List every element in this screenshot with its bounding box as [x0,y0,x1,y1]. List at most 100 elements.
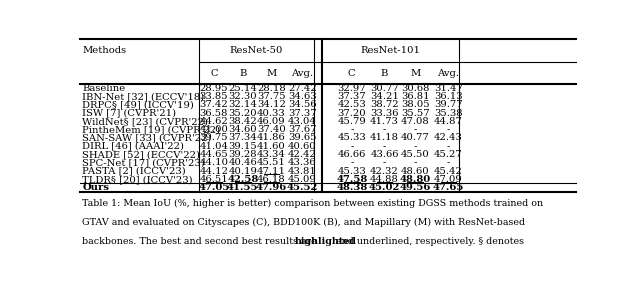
Text: 35.38: 35.38 [434,109,463,118]
Text: 46.66: 46.66 [338,150,366,159]
Text: 42.58: 42.58 [227,175,259,184]
Text: 43.34: 43.34 [257,150,286,159]
Text: WildNet§ [23] (CVPR'22): WildNet§ [23] (CVPR'22) [83,117,209,126]
Text: 40.33: 40.33 [257,109,286,118]
Text: highlighted: highlighted [295,237,356,246]
Text: 41.86: 41.86 [257,134,286,143]
Text: 42.43: 42.43 [434,134,463,143]
Text: 47.58: 47.58 [336,175,367,184]
Text: -: - [383,125,386,134]
Text: IBN-Net [32] (ECCV'18): IBN-Net [32] (ECCV'18) [83,92,205,101]
Text: 42.32: 42.32 [370,166,399,175]
Text: 38.05: 38.05 [401,100,429,109]
Text: 48.38: 48.38 [336,183,367,192]
Text: Methods: Methods [83,46,127,55]
Text: 34.21: 34.21 [370,92,399,101]
Text: SAN-SAW [33] (CVPR'22): SAN-SAW [33] (CVPR'22) [83,134,212,143]
Text: 41.00: 41.00 [200,125,228,134]
Text: -: - [447,142,450,151]
Text: DRPC§ [49] (ICCV'19): DRPC§ [49] (ICCV'19) [83,100,195,109]
Text: ISW [7] (CVPR'21): ISW [7] (CVPR'21) [83,109,177,118]
Text: 28.95: 28.95 [200,84,228,93]
Text: 45.09: 45.09 [288,175,317,184]
Text: 45.02: 45.02 [369,183,400,192]
Text: 31.47: 31.47 [434,84,463,93]
Text: 37.40: 37.40 [257,125,286,134]
Text: 40.46: 40.46 [228,158,257,167]
Text: 44.10: 44.10 [200,158,228,167]
Text: 30.68: 30.68 [401,84,429,93]
Text: 34.63: 34.63 [288,92,317,101]
Text: 46.09: 46.09 [257,117,286,126]
Text: 44.12: 44.12 [200,166,228,175]
Text: -: - [350,158,353,167]
Text: 34.56: 34.56 [288,100,317,109]
Text: 39.75: 39.75 [200,134,228,143]
Text: 36.81: 36.81 [401,92,429,101]
Text: 37.37: 37.37 [288,109,317,118]
Text: 39.15: 39.15 [228,142,257,151]
Text: 40.77: 40.77 [401,134,429,143]
Text: 33.85: 33.85 [200,92,228,101]
Text: 41.60: 41.60 [257,142,286,151]
Text: -: - [413,142,417,151]
Text: 44.65: 44.65 [200,150,228,159]
Text: DIRL [46] (AAAI'22): DIRL [46] (AAAI'22) [83,142,184,151]
Text: 32.97: 32.97 [337,84,366,93]
Text: 35.57: 35.57 [401,109,429,118]
Text: -: - [447,125,450,134]
Text: 48.60: 48.60 [401,166,429,175]
Text: -: - [413,125,417,134]
Text: 43.36: 43.36 [288,158,317,167]
Text: B: B [239,68,246,77]
Text: SPC-Net [17] (CVPR'23): SPC-Net [17] (CVPR'23) [83,158,205,167]
Text: 39.77: 39.77 [434,100,463,109]
Text: 47.09: 47.09 [434,175,463,184]
Text: 44.88: 44.88 [370,175,399,184]
Text: 47.11: 47.11 [257,166,286,175]
Text: 40.19: 40.19 [228,166,257,175]
Text: -: - [383,142,386,151]
Text: 47.05: 47.05 [198,183,230,192]
Text: GTAV and evaluated on Cityscapes (C), BDD100K (B), and Mapillary (M) with ResNet: GTAV and evaluated on Cityscapes (C), BD… [83,218,525,227]
Text: 39.65: 39.65 [288,134,316,143]
Text: TLDR§ [20] (ICCV'23): TLDR§ [20] (ICCV'23) [83,175,193,184]
Text: Avg.: Avg. [291,68,313,77]
Text: Avg.: Avg. [438,68,460,77]
Text: 42.53: 42.53 [337,100,366,109]
Text: 37.37: 37.37 [337,92,366,101]
Text: 42.42: 42.42 [288,150,317,159]
Text: 34.60: 34.60 [228,125,257,134]
Text: 41.18: 41.18 [370,134,399,143]
Text: 45.51: 45.51 [257,158,286,167]
Text: 34.12: 34.12 [257,100,286,109]
Text: 46.18: 46.18 [257,175,286,184]
Text: 32.30: 32.30 [228,92,257,101]
Text: 45.50: 45.50 [401,150,429,159]
Text: 36.13: 36.13 [434,92,463,101]
Text: B: B [381,68,388,77]
Text: 41.55: 41.55 [227,183,259,192]
Text: 33.36: 33.36 [371,109,399,118]
Text: 43.04: 43.04 [288,117,317,126]
Text: -: - [350,142,353,151]
Text: 45.42: 45.42 [434,166,463,175]
Text: 37.20: 37.20 [337,109,366,118]
Text: 45.33: 45.33 [337,134,366,143]
Text: 44.87: 44.87 [434,117,463,126]
Text: 37.75: 37.75 [257,92,286,101]
Text: 45.52: 45.52 [287,183,318,192]
Text: 45.33: 45.33 [337,166,366,175]
Text: 27.42: 27.42 [288,84,317,93]
Text: 43.66: 43.66 [371,150,399,159]
Text: ResNet-50: ResNet-50 [230,46,284,55]
Text: -: - [447,158,450,167]
Text: 41.04: 41.04 [200,142,228,151]
Text: 44.62: 44.62 [200,117,228,126]
Text: C: C [210,68,218,77]
Text: backbones. The best and second best results are: backbones. The best and second best resu… [83,237,320,246]
Text: SHADE [52] (ECCV'22): SHADE [52] (ECCV'22) [83,150,200,159]
Text: PASTA [2] (ICCV'23): PASTA [2] (ICCV'23) [83,166,186,175]
Text: 25.14: 25.14 [228,84,257,93]
Text: and underlined, respectively. § denotes: and underlined, respectively. § denotes [333,237,524,246]
